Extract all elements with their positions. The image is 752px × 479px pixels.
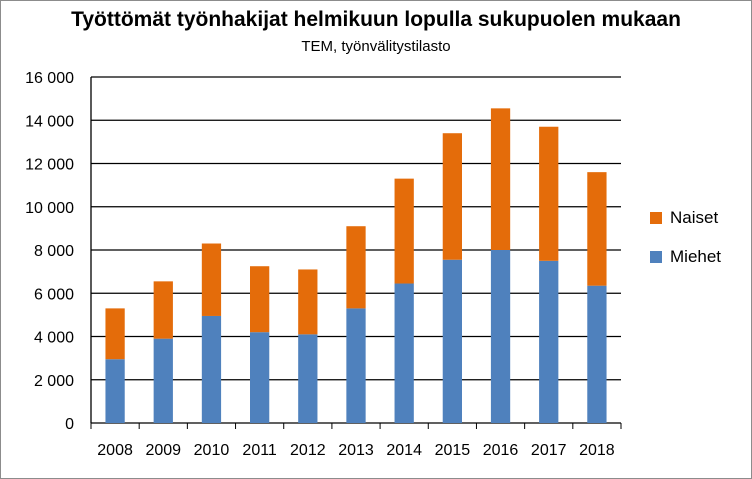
bar-naiset-2016: [490, 108, 511, 250]
bar-miehet-2011: [250, 332, 270, 423]
bar-naiset-2013: [346, 226, 366, 309]
x-tick-label: 2015: [435, 442, 471, 459]
y-tick-label: 4 000: [34, 330, 74, 347]
y-tick-label: 6 000: [34, 286, 74, 303]
chart-title: Työttömät työnhakijat helmikuun lopulla …: [71, 8, 681, 31]
y-tick-label: 14 000: [25, 113, 74, 130]
x-tick-label: 2010: [194, 442, 230, 459]
x-tick-label: 2016: [483, 442, 519, 459]
chart-legend: Naiset Miehet: [650, 208, 721, 286]
legend-item-naiset: Naiset: [650, 208, 721, 228]
bar-miehet-2014: [394, 283, 414, 423]
chart-subtitle: TEM, työnvälitystilasto: [301, 38, 451, 55]
y-tick-label: 8 000: [34, 243, 74, 260]
bar-naiset-2010: [201, 243, 222, 316]
legend-label-naiset: Naiset: [670, 208, 719, 227]
x-tick-label: 2011: [242, 442, 277, 459]
bar-miehet-2015: [442, 259, 462, 423]
x-tick-label: 2017: [531, 442, 567, 459]
y-tick-label: 0: [65, 416, 74, 433]
bar-naiset-2014: [394, 178, 414, 284]
y-tick-label: 12 000: [25, 157, 74, 174]
bar-miehet-2017: [539, 260, 559, 423]
bar-naiset-2012: [298, 269, 318, 335]
bar-naiset-2015: [442, 133, 462, 260]
bar-naiset-2011: [250, 266, 270, 333]
legend-item-miehet: Miehet: [650, 247, 721, 267]
bar-naiset-2008: [105, 308, 125, 360]
bar-naiset-2017: [539, 126, 559, 261]
x-tick-label: 2018: [579, 442, 615, 459]
bar-miehet-2009: [153, 338, 173, 423]
y-tick-label: 2 000: [34, 373, 74, 390]
legend-swatch-miehet: [650, 251, 662, 263]
x-tick-label: 2014: [386, 442, 422, 459]
x-tick-label: 2012: [290, 442, 326, 459]
bar-naiset-2009: [153, 281, 173, 339]
y-tick-label: 16 000: [25, 70, 74, 87]
bar-naiset-2018: [587, 172, 607, 286]
bar-miehet-2013: [346, 308, 366, 423]
y-tick-label: 10 000: [25, 200, 74, 217]
legend-swatch-naiset: [650, 212, 662, 224]
bar-miehet-2008: [105, 359, 125, 423]
legend-label-miehet: Miehet: [670, 247, 722, 266]
bar-miehet-2016: [490, 250, 511, 423]
bar-miehet-2012: [298, 334, 318, 423]
bar-miehet-2010: [201, 315, 222, 423]
bar-miehet-2018: [587, 285, 607, 423]
x-tick-label: 2008: [97, 442, 133, 459]
x-tick-label: 2009: [145, 442, 181, 459]
x-tick-label: 2013: [338, 442, 374, 459]
